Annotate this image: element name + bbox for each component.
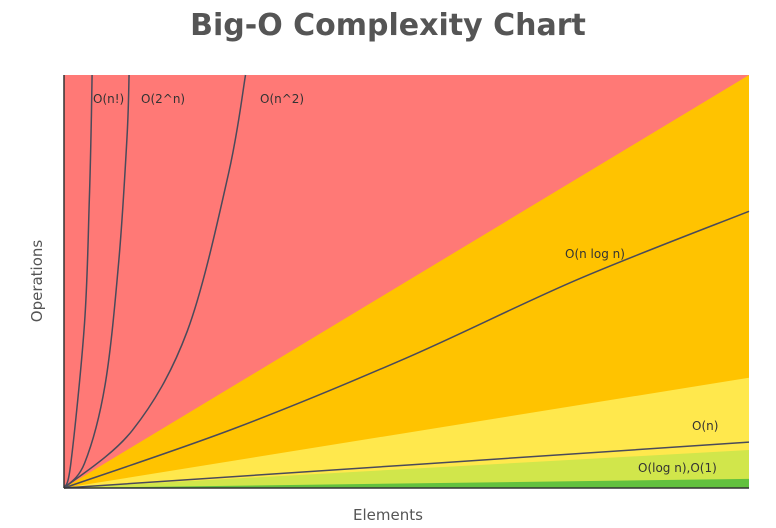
- curve-o-n: [63, 74, 93, 489]
- curve-label-o-2-n: O(2^n): [141, 92, 185, 106]
- complexity-curves: [63, 74, 750, 489]
- curve-o-n-2: [63, 74, 247, 489]
- curve-labels: O(n!) O(2^n) O(n^2) O(n log n) O(n) O(log n),…: [93, 92, 718, 475]
- x-axis-label: Elements: [353, 506, 423, 524]
- region-good: [64, 450, 749, 488]
- chart-title: Big-O Complexity Chart: [190, 8, 586, 43]
- curve-label-o-n-2: O(n^2): [260, 92, 304, 106]
- region-bad: [64, 75, 749, 488]
- curve-label-o-n: O(n!): [93, 92, 124, 106]
- curve-o-2-n: [63, 74, 130, 489]
- curve-o-n-log-n: [63, 210, 750, 489]
- axes: [63, 75, 749, 489]
- curve-o-n: [63, 441, 750, 489]
- curve-label-o-log-n-o-1: O(log n),O(1): [638, 461, 717, 475]
- y-axis-label: Operations: [28, 239, 46, 323]
- complexity-regions: [64, 75, 749, 488]
- curve-label-o-n-log-n: O(n log n): [565, 247, 625, 261]
- region-excellent: [64, 478, 749, 488]
- curve-label-o-n: O(n): [692, 419, 718, 433]
